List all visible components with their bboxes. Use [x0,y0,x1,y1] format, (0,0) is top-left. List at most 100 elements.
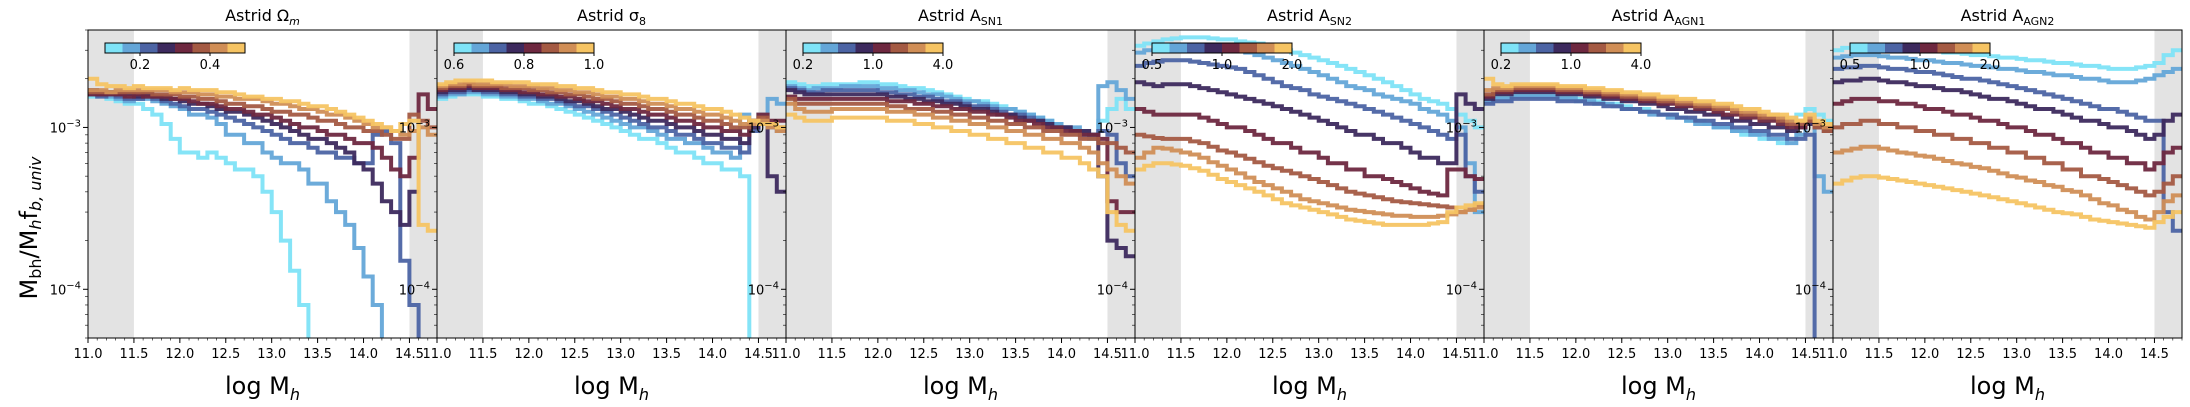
x-tick-label: 14.5 [2140,347,2169,362]
colorbar-tick-label: 0.8 [514,58,535,73]
colorbar-tick-label: 0.5 [1142,58,1163,73]
x-tick-label: 11.0 [772,347,801,362]
colorbar: 0.6 0.8 1.0 [444,42,605,73]
series-line-8 [88,76,437,233]
x-tick-label: 14.0 [1396,347,1425,362]
colorbar-swatch [908,43,926,53]
x-tick-label: 11.0 [1470,347,1499,362]
colorbar-swatch [192,43,211,53]
colorbar-tick-label: 0.2 [793,58,814,73]
colorbar-swatch [1867,43,1886,53]
panel-title: Astrid Ωm [225,6,300,28]
x-tick-label: 13.5 [2048,347,2077,362]
colorbar: 0.5 1.0 2.0 [1840,42,2001,73]
axes-frame [1832,29,2183,339]
shaded-region-1 [1135,30,1181,338]
colorbar-swatch [1536,43,1554,53]
x-tick-label: 12.0 [514,347,543,362]
x-axis-label: log Mh [1621,372,1696,404]
panel-6: 11.0 11.5 12.0 12.5 13.0 13.5 14.0 14.5 10−3 10−4… [1795,6,2183,404]
axes-frame [436,29,787,339]
colorbar-tick-label: 2.0 [1980,58,2001,73]
colorbar-swatch [1222,43,1240,53]
panels: 11.0 11.5 12.0 12.5 13.0 13.5 14.0 14.5 10−3 10−4… [50,6,2183,404]
colorbar-swatch [1257,43,1275,53]
series-group [88,76,437,338]
x-tick-label: 11.5 [119,347,148,362]
x-axis-label: log Mh [923,372,998,404]
x-tick-label: 11.0 [423,347,452,362]
colorbar-tick-label: 1.0 [1561,58,1582,73]
colorbar-swatch [105,43,123,53]
colorbar-tick-label: 4.0 [933,58,954,73]
series-group [1135,35,1484,227]
y-tick-label: 10−3 [1446,118,1477,136]
series-line-2 [1833,53,2182,85]
x-tick-label: 12.0 [863,347,892,362]
x-tick-label: 12.0 [1561,347,1590,362]
x-tick-label: 13.0 [1653,347,1682,362]
y-axis-label-group: Mbh/Mhfb, univ [15,156,45,299]
panel-title: Astrid AAGN2 [1961,6,2055,28]
y-tick-label: 10−4 [50,280,81,298]
colorbar: 0.2 1.0 4.0 [793,42,954,73]
colorbar-swatch [1274,43,1293,53]
series-line-7 [1833,144,2182,222]
colorbar-swatch [489,43,507,53]
x-tick-label: 13.5 [303,347,332,362]
x-tick-label: 14.0 [698,347,727,362]
colorbar-swatch [157,43,176,53]
y-tick-label: 10−3 [1097,118,1128,136]
series-group [1484,76,1833,338]
panel-title: Astrid ASN2 [1267,6,1352,28]
x-tick-label: 13.0 [955,347,984,362]
colorbar-swatch [210,43,228,53]
x-tick-label: 14.5 [1093,347,1122,362]
colorbar-tick-label: 2.0 [1282,58,1303,73]
x-tick-label: 13.5 [1001,347,1030,362]
colorbar-swatch [1972,43,1991,53]
series-line-5 [1135,107,1484,198]
series-line-7 [1135,145,1484,219]
y-tick-label: 10−4 [1446,280,1477,298]
colorbar-swatch [1571,43,1589,53]
x-tick-label: 13.0 [1304,347,1333,362]
colorbar-swatch [506,43,525,53]
colorbar-swatch [1501,43,1519,53]
colorbar-swatch [524,43,542,53]
series-line-1 [1135,35,1484,130]
series-line-3 [1135,58,1484,194]
colorbar-swatch [873,43,891,53]
colorbar-tick-label: 0.6 [444,58,465,73]
x-axis-label: log Mh [574,372,649,404]
y-tick-label: 10−3 [50,118,81,136]
colorbar-tick-label: 4.0 [1631,58,1652,73]
x-tick-label: 12.5 [1258,347,1287,362]
y-tick-label: 10−4 [748,280,779,298]
x-tick-label: 12.5 [211,347,240,362]
x-tick-label: 14.0 [349,347,378,362]
colorbar-swatch [1850,43,1868,53]
shaded-region-2 [1805,30,1833,338]
colorbar-swatch [890,43,909,53]
colorbar-swatch [1955,43,1973,53]
colorbar-swatch [838,43,856,53]
colorbar-swatch [1169,43,1188,53]
x-tick-label: 13.5 [1699,347,1728,362]
colorbar-swatch [855,43,874,53]
colorbar-swatch [1152,43,1170,53]
colorbar-tick-label: 1.0 [584,58,605,73]
series-line-3 [1484,96,1817,338]
colorbar-swatch [122,43,141,53]
colorbar-tick-label: 0.4 [200,58,221,73]
colorbar-swatch [803,43,821,53]
colorbar-swatch [1588,43,1607,53]
series-line-2 [1135,43,1484,215]
series-line-1 [437,92,752,338]
series-line-6 [1135,132,1484,215]
y-tick-label: 10−3 [1795,118,1826,136]
x-tick-label: 13.5 [1350,347,1379,362]
colorbar-tick-label: 1.0 [863,58,884,73]
colorbar-swatch [1885,43,1903,53]
colorbar-swatch [925,43,944,53]
